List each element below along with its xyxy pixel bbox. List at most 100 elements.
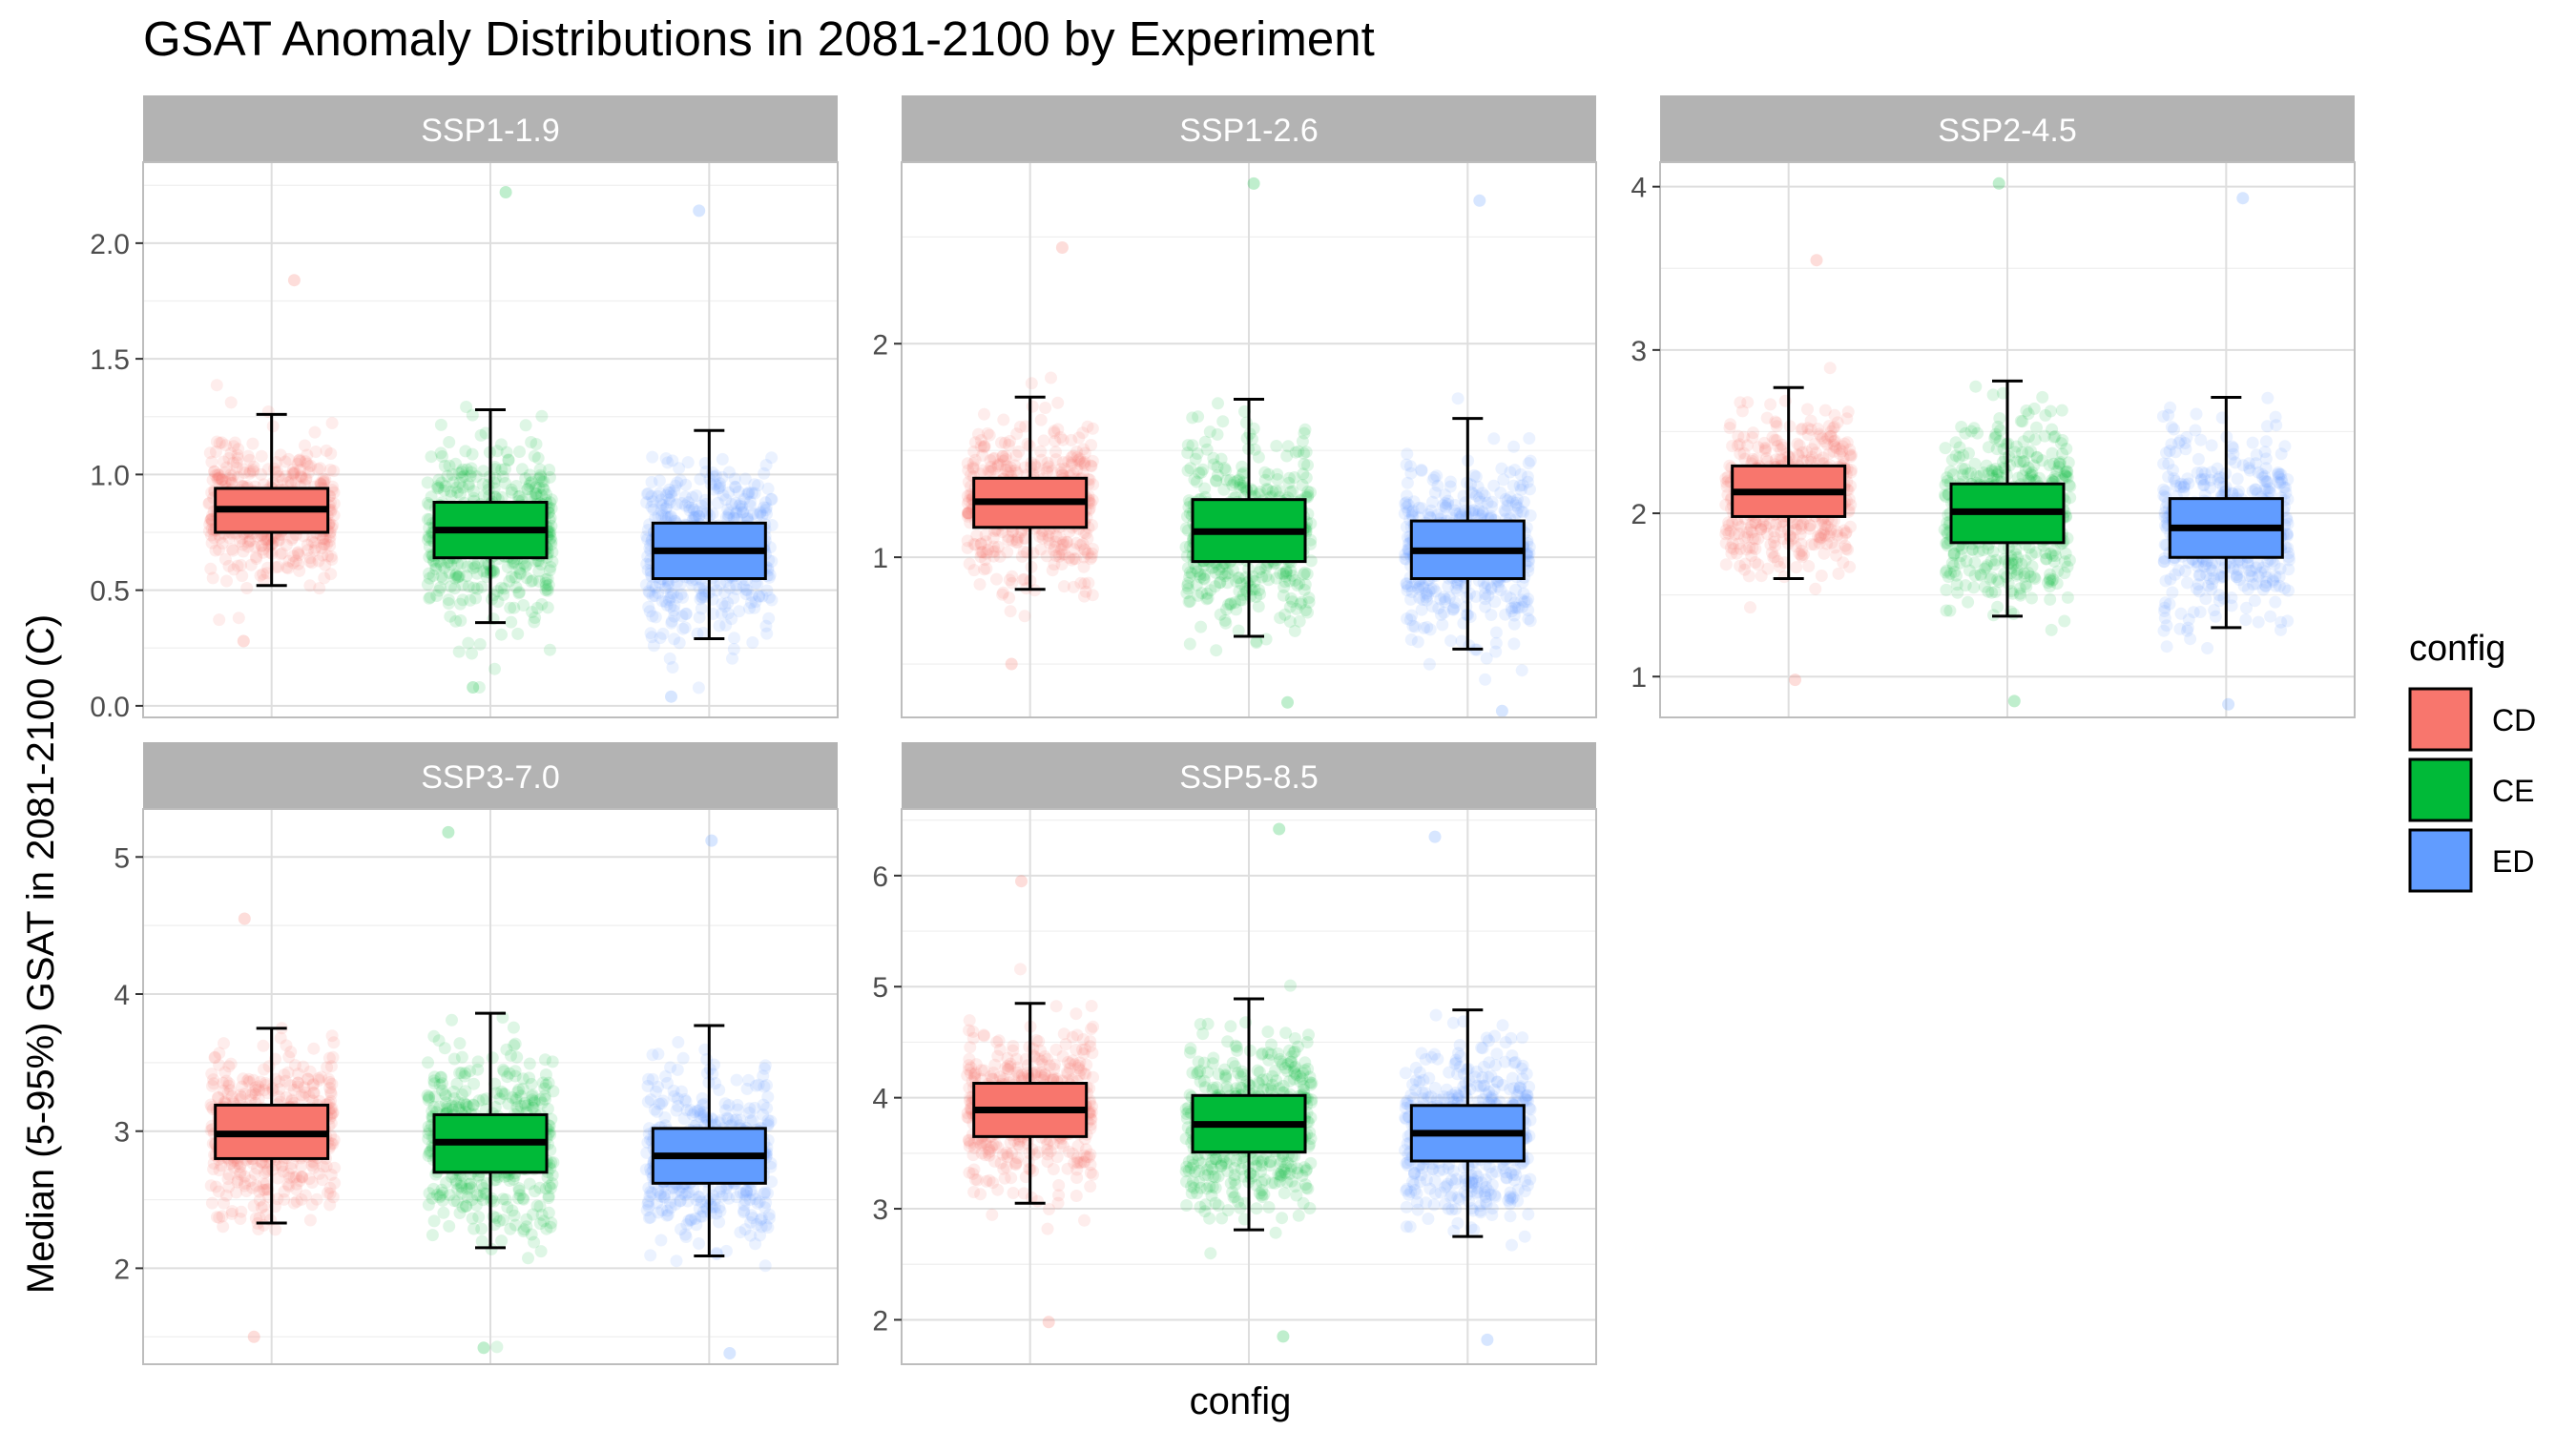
jitter-point (2193, 606, 2207, 618)
jitter-point (530, 601, 544, 614)
jitter-point (1801, 403, 1814, 416)
jitter-point (2259, 579, 2272, 592)
jitter-point (1186, 439, 1199, 452)
jitter-point (465, 462, 478, 475)
jitter-point (1791, 437, 1804, 450)
jitter-point (270, 456, 283, 468)
jitter-point (1232, 571, 1245, 585)
jitter-point (747, 508, 760, 520)
jitter-point (512, 586, 526, 599)
jitter-point (534, 558, 548, 570)
jitter-point (482, 478, 495, 491)
jitter-point (1769, 539, 1782, 552)
jitter-point (231, 559, 244, 572)
jitter-point (649, 611, 662, 624)
jitter-point (423, 531, 436, 545)
jitter-point (505, 570, 518, 584)
facet-strip-label: SSP3-7.0 (421, 759, 560, 796)
jitter-point (218, 466, 232, 479)
jitter-point (246, 437, 260, 450)
jitter-point (325, 417, 339, 429)
jitter-point (1037, 434, 1050, 447)
jitter-point (471, 556, 485, 570)
jitter-point (1479, 673, 1492, 686)
jitter-point (293, 549, 305, 561)
jitter-point (700, 507, 714, 520)
jitter-point (754, 506, 767, 519)
jitter-point (999, 463, 1012, 476)
jitter-point (462, 580, 475, 593)
jitter-point (225, 543, 239, 556)
jitter-point (543, 564, 556, 577)
jitter-point (224, 468, 238, 482)
jitter-point (1832, 567, 1845, 580)
jitter-point (301, 544, 314, 557)
jitter-point (2222, 697, 2235, 711)
jitter-point (1078, 459, 1091, 472)
jitter-point (227, 440, 240, 453)
jitter-point (1401, 476, 1414, 489)
jitter-point (488, 463, 502, 476)
jitter-point (997, 413, 1010, 426)
jitter-point (322, 550, 334, 563)
jitter-point (248, 540, 261, 553)
jitter-point (1034, 445, 1048, 458)
jitter-point (529, 487, 542, 500)
jitter-point (541, 601, 554, 614)
jitter-point (439, 480, 452, 493)
jitter-point (642, 600, 655, 613)
jitter-point (521, 483, 534, 496)
jitter-point (744, 596, 758, 610)
jitter-point (2165, 421, 2178, 434)
jitter-point (2027, 459, 2041, 472)
jitter-point (272, 560, 285, 573)
jitter-point (2261, 391, 2275, 404)
jitter-point (449, 457, 463, 470)
jitter-point (1515, 664, 1528, 677)
jitter-point (545, 519, 558, 532)
jitter-point (513, 489, 527, 503)
jitter-point (979, 535, 992, 549)
jitter-point (508, 601, 521, 614)
y-tick-label: 2 (1631, 499, 1647, 530)
jitter-point (1749, 556, 1762, 569)
jitter-point (257, 543, 270, 556)
jitter-point (491, 585, 504, 598)
y-tick-label: 3 (1631, 336, 1647, 367)
jitter-point (224, 473, 238, 487)
jitter-point (520, 558, 533, 571)
jitter-point (317, 537, 330, 550)
jitter-point (301, 538, 314, 551)
jitter-point (455, 466, 468, 479)
jitter-point (263, 546, 277, 559)
jitter-point (234, 534, 246, 548)
jitter-point (294, 469, 307, 483)
jitter-point (467, 485, 480, 498)
jitter-point (1045, 371, 1057, 384)
jitter-point (532, 565, 546, 578)
jitter-point (204, 514, 218, 527)
jitter-point (524, 477, 537, 489)
jitter-point (1220, 603, 1233, 616)
jitter-point (464, 469, 477, 483)
jitter-point (213, 543, 225, 556)
jitter-point (2250, 483, 2262, 496)
jitter-point (1742, 570, 1755, 583)
jitter-point (1067, 580, 1080, 593)
jitter-point (451, 486, 464, 499)
jitter-point (213, 471, 226, 485)
jitter-point (1467, 468, 1481, 482)
jitter-point (665, 616, 678, 630)
jitter-point (1464, 587, 1476, 600)
jitter-point (525, 436, 538, 448)
jitter-point (1761, 562, 1775, 575)
jitter-point (509, 570, 522, 584)
jitter-point (313, 582, 326, 595)
jitter-point (1844, 450, 1858, 464)
chart-title: GSAT Anomaly Distributions in 2081-2100 … (143, 11, 1375, 66)
jitter-point (499, 477, 511, 489)
jitter-point (1839, 539, 1852, 552)
jitter-point (203, 496, 216, 509)
jitter-point (500, 446, 513, 459)
jitter-point (272, 470, 285, 483)
